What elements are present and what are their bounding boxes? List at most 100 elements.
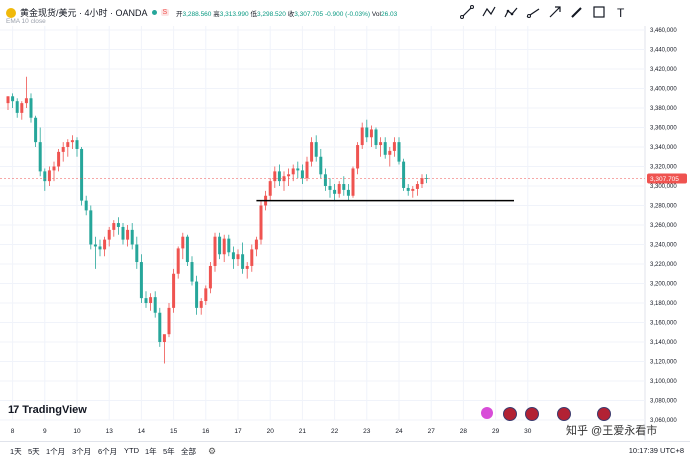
- candle: [162, 334, 166, 364]
- price-tick-label: 3,260,000: [650, 223, 677, 229]
- candle: [144, 291, 148, 308]
- candle: [176, 246, 180, 279]
- candle: [287, 168, 291, 186]
- timeframe-5y[interactable]: 5年: [163, 447, 175, 456]
- candle: [282, 171, 286, 191]
- timeframe-ytd[interactable]: YTD: [124, 446, 139, 455]
- time-tick-label: 17: [234, 428, 242, 435]
- us-flag-icon[interactable]: [525, 407, 539, 421]
- time-axis[interactable]: 8 9 10 13 14 15 16 17 20 21 22 23 24 27 28 29 30: [11, 428, 532, 435]
- timeframe-1m[interactable]: 1个月: [46, 447, 66, 456]
- candle: [126, 225, 130, 247]
- price-tick-label: 3,220,000: [650, 262, 677, 268]
- indicator-label[interactable]: EMA 10 close: [6, 18, 46, 25]
- candle: [319, 148, 323, 179]
- price-tick-label: 3,360,000: [650, 126, 677, 132]
- time-tick-label: 24: [395, 428, 403, 435]
- time-tick-label: 28: [460, 428, 468, 435]
- price-tick-label: 3,080,000: [650, 399, 677, 405]
- candle: [222, 234, 226, 263]
- time-tick-label: 15: [170, 428, 178, 435]
- candle: [43, 168, 47, 191]
- candle: [314, 135, 318, 162]
- open-value: 3,288.560: [182, 11, 212, 18]
- price-axis[interactable]: 3,060,000 3,080,000 3,100,000 3,120,000 3,14…: [650, 28, 677, 424]
- date-range-icon[interactable]: ⚙: [208, 446, 217, 456]
- pencil-icon[interactable]: [568, 3, 586, 21]
- timeframe-all[interactable]: 全部: [181, 447, 196, 456]
- timeframe-6m[interactable]: 6个月: [98, 447, 118, 456]
- text-icon[interactable]: T: [612, 3, 630, 21]
- candle: [227, 234, 231, 257]
- arrow-icon[interactable]: [546, 3, 564, 21]
- candle: [236, 249, 240, 266]
- zigzag-icon[interactable]: [480, 3, 498, 21]
- candle: [181, 232, 185, 260]
- candle: [369, 125, 373, 147]
- candle: [98, 239, 102, 257]
- candle: [392, 137, 396, 157]
- candle: [254, 236, 258, 257]
- us-flag-icon[interactable]: [503, 407, 517, 421]
- candle: [356, 142, 360, 175]
- candle: [20, 101, 24, 120]
- candle: [250, 244, 254, 272]
- symbol-info[interactable]: 黄金现货/美元 · 4小时 · OANDA S: [6, 6, 170, 19]
- us-flag-icon[interactable]: [557, 407, 571, 421]
- volume-value: 26.03: [380, 11, 398, 18]
- candles-layer: [6, 76, 429, 364]
- price-tick-label: 3,060,000: [650, 418, 677, 424]
- candle: [66, 139, 70, 157]
- price-tick-label: 3,400,000: [650, 87, 677, 93]
- candle: [323, 168, 327, 191]
- candle: [52, 161, 56, 182]
- candle: [190, 256, 194, 286]
- path-icon[interactable]: [502, 3, 520, 21]
- candle: [328, 178, 332, 198]
- volume-label: Vol: [371, 11, 381, 18]
- event-flag-icon[interactable]: [481, 407, 493, 419]
- candle: [415, 181, 419, 196]
- watermark: 知乎 @王爱永看市: [566, 425, 658, 437]
- time-tick-label: 27: [428, 428, 436, 435]
- rectangle-icon[interactable]: [590, 3, 608, 21]
- svg-text:T: T: [617, 6, 625, 19]
- market-open-dot-icon: [151, 10, 157, 15]
- price-tick-label: 3,420,000: [650, 67, 677, 73]
- price-tick-label: 3,280,000: [650, 204, 677, 210]
- gold-coin-icon: [6, 7, 16, 18]
- time-tick-label: 22: [331, 428, 339, 435]
- low-label: 低: [250, 11, 257, 18]
- time-tick-label: 16: [202, 428, 210, 435]
- grid-lines: [0, 26, 646, 440]
- candle: [383, 137, 387, 159]
- time-tick-label: 29: [492, 428, 500, 435]
- candle: [167, 303, 171, 338]
- time-tick-label: 8: [11, 428, 15, 435]
- session-badge: S: [160, 9, 170, 16]
- ray-icon[interactable]: [524, 3, 542, 21]
- candle: [24, 76, 28, 108]
- timeframe-3m[interactable]: 3个月: [72, 447, 92, 456]
- candle: [130, 223, 134, 250]
- candle: [47, 166, 51, 186]
- price-tick-label: 3,380,000: [650, 106, 677, 112]
- trend-line-icon[interactable]: [458, 3, 476, 21]
- candle: [121, 223, 125, 245]
- candle: [204, 285, 208, 305]
- candle: [268, 178, 272, 201]
- open-label: 开: [176, 11, 183, 18]
- time-tick-label: 10: [73, 428, 81, 435]
- timeframe-1y[interactable]: 1年: [145, 447, 157, 456]
- candle: [296, 161, 300, 179]
- candle: [61, 142, 65, 162]
- timeframe-1d[interactable]: 1天: [10, 447, 22, 456]
- candle: [153, 291, 157, 318]
- candle: [342, 176, 346, 196]
- timeframe-5d[interactable]: 5天: [28, 447, 40, 456]
- candle: [103, 236, 107, 257]
- clock[interactable]: 10:17:39 UTC+8: [628, 446, 684, 455]
- candle: [199, 298, 203, 315]
- us-flag-icon[interactable]: [597, 407, 611, 421]
